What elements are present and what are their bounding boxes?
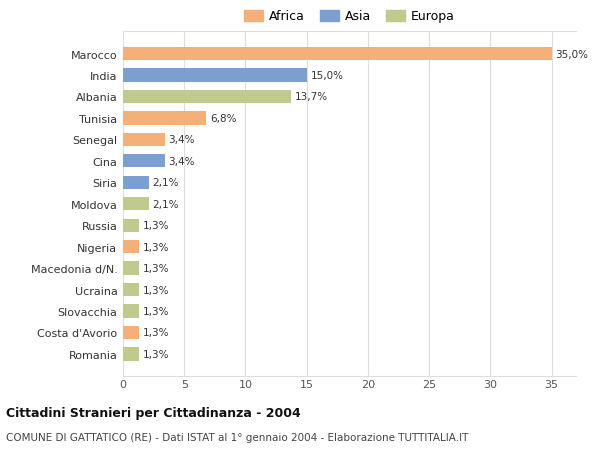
Bar	[123, 176, 149, 190]
Bar	[123, 134, 164, 147]
Bar	[123, 155, 164, 168]
Text: 2,1%: 2,1%	[152, 199, 179, 209]
Bar	[123, 241, 139, 254]
Text: 1,3%: 1,3%	[143, 221, 169, 231]
Bar	[123, 198, 149, 211]
Text: 35,0%: 35,0%	[555, 50, 588, 59]
Text: COMUNE DI GATTATICO (RE) - Dati ISTAT al 1° gennaio 2004 - Elaborazione TUTTITAL: COMUNE DI GATTATICO (RE) - Dati ISTAT al…	[6, 432, 469, 442]
Bar	[123, 262, 139, 275]
Bar	[123, 112, 206, 125]
Text: 1,3%: 1,3%	[143, 242, 169, 252]
Text: 1,3%: 1,3%	[143, 306, 169, 316]
Text: 15,0%: 15,0%	[310, 71, 343, 81]
Bar	[123, 90, 291, 104]
Text: 1,3%: 1,3%	[143, 328, 169, 338]
Bar	[123, 219, 139, 232]
Text: 1,3%: 1,3%	[143, 349, 169, 359]
Bar	[123, 347, 139, 361]
Bar	[123, 69, 307, 83]
Bar	[123, 48, 551, 61]
Legend: Africa, Asia, Europa: Africa, Asia, Europa	[241, 8, 458, 26]
Bar	[123, 305, 139, 318]
Text: 13,7%: 13,7%	[295, 92, 328, 102]
Text: Cittadini Stranieri per Cittadinanza - 2004: Cittadini Stranieri per Cittadinanza - 2…	[6, 406, 301, 419]
Text: 2,1%: 2,1%	[152, 178, 179, 188]
Text: 3,4%: 3,4%	[168, 157, 195, 167]
Text: 6,8%: 6,8%	[210, 114, 236, 123]
Text: 3,4%: 3,4%	[168, 135, 195, 145]
Bar	[123, 326, 139, 339]
Text: 1,3%: 1,3%	[143, 285, 169, 295]
Bar	[123, 283, 139, 297]
Text: 1,3%: 1,3%	[143, 263, 169, 274]
